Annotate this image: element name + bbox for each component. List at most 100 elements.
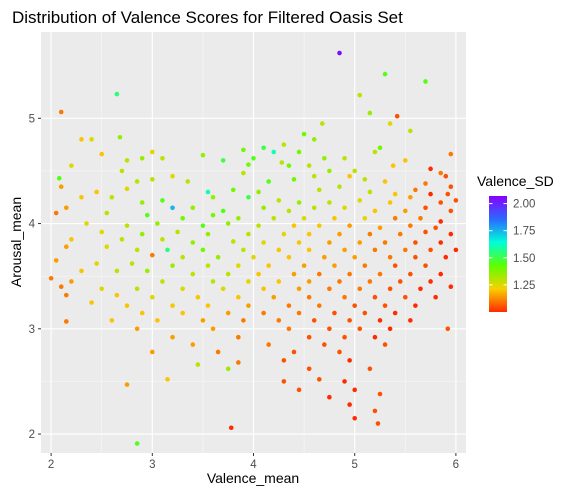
data-point bbox=[236, 334, 241, 340]
data-point bbox=[58, 184, 64, 190]
data-point bbox=[210, 326, 216, 332]
data-point bbox=[372, 334, 378, 340]
data-point bbox=[124, 303, 130, 308]
data-point bbox=[337, 231, 342, 237]
data-point bbox=[205, 303, 211, 308]
data-point bbox=[241, 147, 246, 153]
data-point bbox=[205, 189, 211, 195]
y-tick-label: 2 bbox=[29, 429, 35, 441]
data-point bbox=[79, 268, 84, 274]
data-point bbox=[377, 318, 383, 323]
data-point bbox=[165, 377, 170, 382]
data-point bbox=[327, 286, 332, 292]
data-point bbox=[155, 221, 160, 226]
data-point bbox=[316, 377, 322, 382]
data-point bbox=[322, 342, 327, 347]
data-point bbox=[387, 200, 393, 205]
data-point bbox=[251, 156, 256, 161]
data-point bbox=[69, 279, 74, 284]
data-point bbox=[382, 342, 388, 347]
data-point bbox=[286, 163, 292, 168]
data-point bbox=[306, 294, 312, 300]
data-point bbox=[119, 237, 125, 242]
data-point bbox=[296, 387, 302, 393]
data-point bbox=[352, 387, 357, 393]
data-point bbox=[200, 223, 206, 228]
data-point bbox=[134, 326, 140, 332]
data-point bbox=[438, 170, 444, 176]
data-point bbox=[109, 194, 115, 200]
data-point bbox=[144, 268, 150, 274]
data-point bbox=[225, 271, 231, 277]
data-point bbox=[402, 247, 408, 253]
data-point bbox=[271, 215, 277, 221]
data-point bbox=[195, 362, 201, 367]
data-point bbox=[89, 300, 94, 305]
data-point bbox=[286, 208, 292, 214]
data-point bbox=[423, 181, 428, 186]
data-point bbox=[236, 263, 241, 268]
data-point bbox=[190, 240, 196, 245]
data-point bbox=[256, 271, 261, 277]
data-point bbox=[377, 391, 383, 397]
x-tick-label: 2 bbox=[48, 459, 54, 471]
data-point bbox=[372, 247, 378, 253]
data-point bbox=[286, 326, 292, 332]
data-point bbox=[372, 208, 378, 214]
data-point bbox=[256, 189, 261, 195]
data-point bbox=[104, 210, 110, 216]
data-point bbox=[56, 175, 62, 181]
data-point bbox=[185, 179, 191, 184]
legend-colorbar bbox=[489, 196, 507, 312]
data-point bbox=[413, 303, 418, 308]
data-point bbox=[236, 294, 241, 300]
data-point bbox=[367, 231, 373, 237]
data-point bbox=[342, 334, 347, 340]
data-point bbox=[261, 205, 266, 211]
y-tick-label: 5 bbox=[29, 113, 35, 125]
data-point bbox=[261, 240, 266, 245]
data-point bbox=[279, 160, 285, 165]
data-point bbox=[423, 205, 428, 211]
data-point bbox=[418, 215, 423, 221]
data-point bbox=[124, 223, 130, 228]
data-point bbox=[276, 247, 282, 253]
data-point bbox=[322, 156, 327, 161]
data-point bbox=[402, 158, 408, 163]
data-point bbox=[392, 263, 398, 268]
data-point bbox=[139, 231, 145, 237]
data-point bbox=[170, 334, 175, 340]
data-point bbox=[63, 319, 69, 324]
data-point bbox=[347, 318, 352, 323]
data-point bbox=[372, 149, 378, 155]
legend-ticks: 1.25 1.50 1.75 2.00 bbox=[489, 199, 535, 292]
data-point bbox=[200, 318, 206, 323]
data-point bbox=[99, 151, 105, 157]
data-point bbox=[205, 231, 211, 237]
data-point bbox=[337, 50, 342, 56]
data-point bbox=[357, 240, 363, 245]
data-point bbox=[387, 326, 393, 332]
data-point bbox=[413, 240, 418, 245]
data-point bbox=[408, 271, 413, 277]
data-point bbox=[448, 151, 454, 157]
data-point bbox=[387, 121, 393, 126]
data-point bbox=[256, 223, 261, 228]
data-point bbox=[448, 184, 454, 190]
y-tick-label: 4 bbox=[29, 219, 36, 231]
data-point bbox=[357, 92, 363, 98]
data-point bbox=[428, 247, 433, 253]
data-point bbox=[296, 240, 302, 245]
data-point bbox=[190, 205, 196, 211]
data-point bbox=[58, 284, 64, 290]
data-point bbox=[200, 247, 206, 253]
data-point bbox=[445, 191, 451, 197]
data-point bbox=[48, 275, 54, 281]
data-point bbox=[382, 179, 388, 184]
data-point bbox=[195, 294, 201, 300]
data-point bbox=[124, 382, 130, 387]
data-point bbox=[160, 237, 165, 242]
data-point bbox=[170, 303, 175, 308]
data-point bbox=[230, 187, 236, 193]
